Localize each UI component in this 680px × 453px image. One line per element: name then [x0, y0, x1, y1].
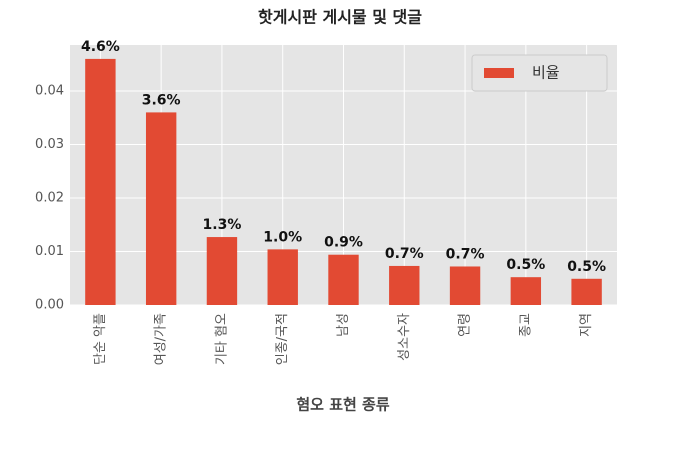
bar [85, 58, 116, 305]
value-label: 3.6% [142, 92, 181, 108]
legend-box [471, 54, 608, 92]
value-label: 0.5% [567, 259, 606, 275]
x-tick-label: 연령 [458, 313, 473, 337]
x-tick-label: 남성 [336, 313, 351, 337]
bar [267, 249, 298, 305]
bar [206, 237, 238, 305]
bar [389, 265, 420, 305]
bar [571, 278, 602, 305]
y-tick-label: 0.04 [35, 84, 64, 99]
x-tick-label: 인종/국적 [275, 313, 290, 365]
value-label: 1.3% [203, 217, 242, 233]
value-label: 1.0% [263, 229, 302, 245]
value-label: 4.6% [81, 39, 120, 55]
chart-title: 핫게시판 게시물 및 댓글 [258, 8, 422, 27]
y-tick-label: 0.03 [35, 137, 64, 152]
x-axis-label: 혐오 표현 종류 [296, 396, 389, 414]
legend-label: 비율 [532, 64, 560, 82]
x-tick-label: 성소수자 [397, 313, 412, 361]
bar [449, 266, 481, 305]
value-label: 0.5% [506, 257, 545, 273]
x-tick-label: 종교 [518, 313, 533, 337]
x-tick-label: 여성/가족 [154, 313, 169, 365]
y-tick-label: 0.00 [35, 298, 64, 313]
x-tick-label: 지역 [579, 313, 594, 337]
x-tick-label: 기타 혐오 [214, 313, 229, 365]
y-tick-label: 0.02 [35, 191, 64, 206]
bar [510, 277, 542, 305]
value-label: 0.7% [446, 246, 485, 262]
y-tick-label: 0.01 [35, 244, 64, 259]
bar [328, 254, 359, 305]
legend-swatch [484, 68, 514, 78]
x-tick-label: 단순 악플 [93, 313, 108, 365]
value-label: 0.7% [385, 246, 424, 262]
value-label: 0.9% [324, 235, 363, 251]
bar [145, 112, 177, 305]
